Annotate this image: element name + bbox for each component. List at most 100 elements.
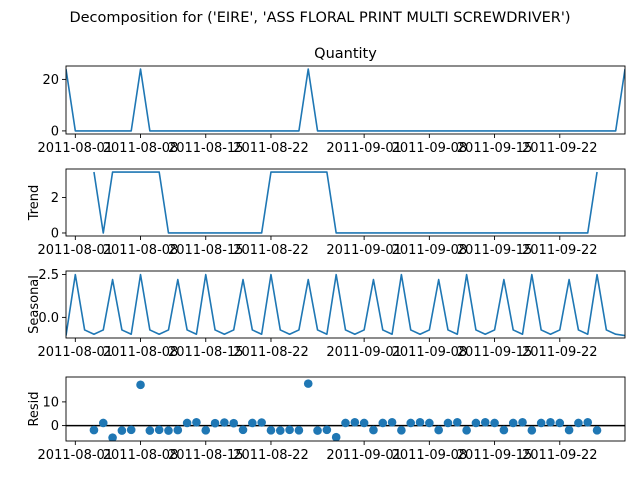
resid-point [471, 418, 481, 428]
resid-point [397, 426, 406, 435]
resid-point [508, 418, 518, 428]
resid-point [453, 417, 462, 427]
seasonal-xtick-label: 2011-09-01 [326, 345, 402, 360]
trend-plot-area [93, 171, 598, 234]
resid-point [173, 425, 183, 435]
subplot-trend: Trend022011-08-012011-08-082011-08-15201… [27, 168, 626, 258]
trend-ytick-label: 0 [51, 226, 59, 241]
seasonal-xtick-label: 2011-09-08 [392, 345, 468, 360]
quantity-xtick-label: 2011-08-01 [38, 141, 114, 156]
trend-axes-frame [65, 168, 626, 237]
seasonal-ylabel: Seasonal [27, 275, 42, 334]
resid-point [425, 418, 434, 428]
resid-point [555, 418, 565, 428]
trend-xtick-label: 2011-08-15 [168, 243, 244, 258]
resid-xtick-label: 2011-08-22 [233, 448, 309, 463]
resid-point [369, 425, 378, 435]
resid-xtick-label: 2011-09-22 [522, 448, 598, 463]
resid-point [350, 417, 360, 427]
resid-point [266, 426, 276, 435]
resid-point [126, 425, 136, 435]
resid-point [192, 417, 201, 427]
quantity-xtick-label: 2011-09-22 [522, 141, 598, 156]
quantity-ytick-label: 0 [51, 124, 59, 139]
resid-point [248, 418, 257, 428]
seasonal-ytick-label: 2.5 [38, 268, 59, 283]
resid-xtick-label: 2011-09-08 [392, 448, 468, 463]
resid-xtick-label: 2011-08-15 [168, 448, 244, 463]
resid-point [574, 418, 583, 428]
resid-point [546, 417, 555, 427]
subplot-quantity: Quantity 0 20 2011-08-012011-08-082011-08-1… [38, 46, 626, 156]
resid-point [359, 418, 369, 428]
resid-point [108, 433, 117, 441]
trend-series-line [93, 171, 598, 234]
resid-point [387, 417, 397, 427]
subplots: Quantity0202011-08-012011-08-082011-08-1… [27, 46, 626, 463]
resid-axes-frame [65, 376, 626, 442]
resid-ytick-label: 0 [51, 419, 59, 434]
resid-point [331, 432, 341, 441]
trend-ytick-label: 2 [51, 191, 59, 206]
resid-point [490, 418, 499, 428]
resid-point [201, 426, 211, 435]
resid-point [378, 418, 388, 428]
resid-point [536, 418, 546, 428]
trend-xtick-label: 2011-08-22 [233, 243, 309, 258]
resid-xtick-label: 2011-09-15 [457, 448, 533, 463]
resid-point [564, 425, 574, 435]
resid-point [210, 418, 220, 428]
trend-xtick-label: 2011-09-22 [522, 243, 598, 258]
resid-point [98, 418, 108, 428]
resid-point [89, 425, 99, 435]
quantity-xtick-label: 2011-09-08 [392, 141, 468, 156]
seasonal-axes-frame [65, 270, 626, 339]
resid-point [257, 418, 266, 427]
resid-point [285, 425, 294, 435]
seasonal-xtick-label: 2011-08-08 [103, 345, 179, 360]
seasonal-plot-area [66, 273, 625, 337]
resid-point [443, 418, 453, 428]
resid-xtick-label: 2011-09-01 [326, 448, 402, 463]
resid-point [406, 418, 416, 428]
seasonal-series-line [66, 273, 625, 337]
seasonal-xtick-label: 2011-08-01 [38, 345, 114, 360]
resid-ylabel: Resid [27, 391, 42, 426]
trend-xtick-label: 2011-09-01 [326, 243, 402, 258]
quantity-ytick-label: 20 [42, 73, 59, 88]
resid-point [229, 418, 238, 428]
seasonal-xtick-label: 2011-09-15 [457, 345, 533, 360]
quantity-axes-frame [65, 65, 626, 135]
trend-xtick-label: 2011-09-15 [457, 243, 533, 258]
trend-xtick-label: 2011-09-08 [392, 243, 468, 258]
resid-point [220, 418, 229, 427]
resid-point [499, 425, 509, 435]
resid-point [303, 379, 313, 388]
figure-suptitle: Decomposition for ('EIRE', 'ASS FLORAL P… [69, 10, 570, 26]
resid-point [518, 417, 527, 427]
resid-point [117, 426, 127, 435]
trend-xtick-label: 2011-08-08 [103, 243, 179, 258]
resid-plot-area [66, 379, 625, 441]
resid-point [275, 426, 285, 435]
seasonal-xtick-label: 2011-08-15 [168, 345, 244, 360]
subplot-seasonal: Seasonal0.02.52011-08-012011-08-082011-0… [27, 268, 626, 360]
resid-point [434, 425, 443, 435]
resid-point [415, 417, 425, 427]
resid-point [164, 426, 173, 435]
quantity-title: Quantity [314, 46, 377, 62]
resid-point [182, 418, 192, 428]
resid-point [145, 426, 155, 435]
resid-xtick-label: 2011-08-08 [103, 448, 179, 463]
quantity-plot-area [66, 68, 625, 132]
resid-point [480, 417, 490, 427]
quantity-xtick-label: 2011-08-22 [233, 141, 309, 156]
quantity-xtick-label: 2011-08-08 [103, 141, 179, 156]
quantity-xtick-label: 2011-09-01 [326, 141, 402, 156]
resid-ytick-label: 10 [42, 395, 59, 410]
quantity-series-line [66, 68, 625, 132]
resid-point [154, 425, 164, 435]
subplot-resid: Resid0102011-08-012011-08-082011-08-1520… [27, 376, 626, 463]
trend-xtick-label: 2011-08-01 [38, 243, 114, 258]
